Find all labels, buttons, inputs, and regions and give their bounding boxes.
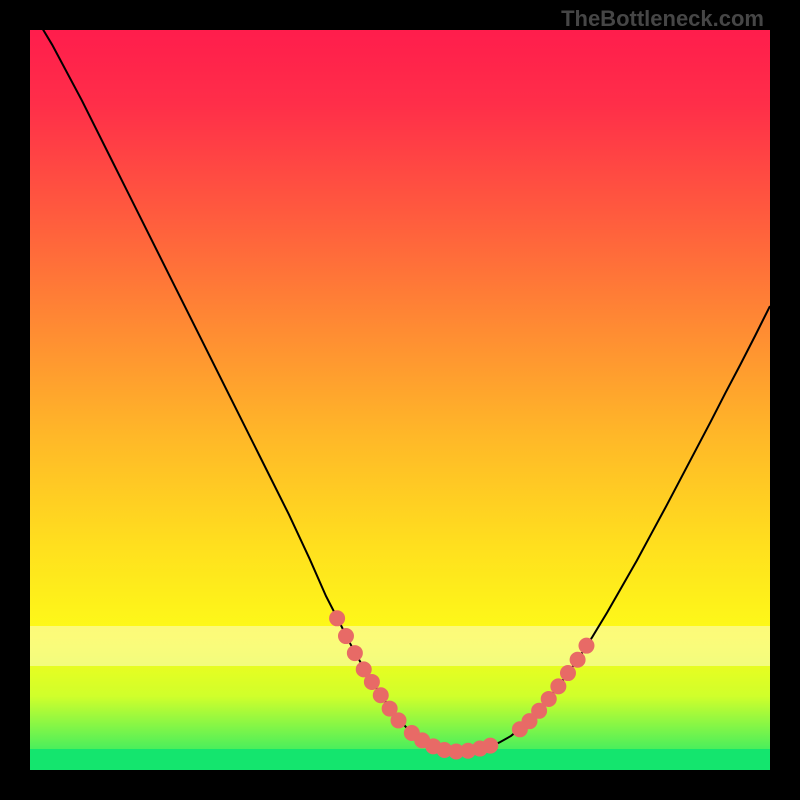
chart-frame: TheBottleneck.com bbox=[0, 0, 800, 800]
marker-right-ascending bbox=[560, 666, 575, 681]
marker-right-ascending bbox=[579, 638, 594, 653]
marker-left-descending bbox=[330, 611, 345, 626]
bottleneck-curve bbox=[30, 30, 770, 752]
marker-right-ascending bbox=[551, 679, 566, 694]
marker-left-descending bbox=[347, 646, 362, 661]
marker-left-descending bbox=[373, 688, 388, 703]
marker-left-descending bbox=[391, 713, 406, 728]
marker-right-ascending bbox=[541, 691, 556, 706]
plot-area bbox=[30, 30, 770, 770]
watermark-text: TheBottleneck.com bbox=[561, 6, 764, 32]
marker-valley-bottom bbox=[483, 738, 498, 753]
marker-left-descending bbox=[338, 629, 353, 644]
chart-svg bbox=[30, 30, 770, 770]
marker-left-descending bbox=[364, 674, 379, 689]
marker-right-ascending bbox=[570, 652, 585, 667]
